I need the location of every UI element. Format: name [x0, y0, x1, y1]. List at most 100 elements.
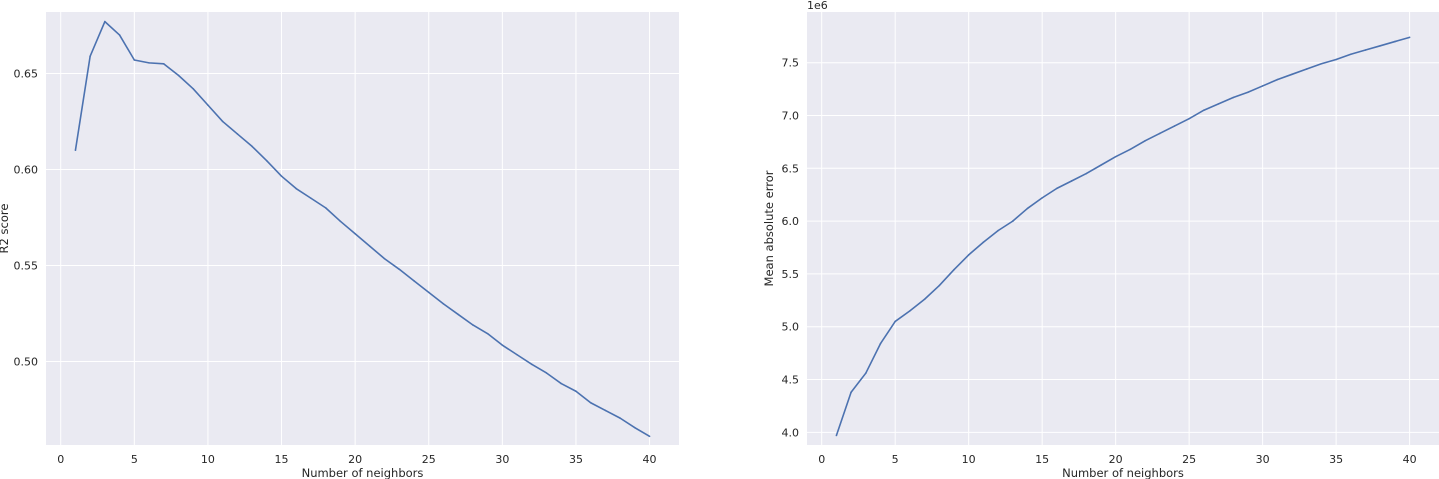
data-point — [1173, 125, 1176, 127]
x-tick-label: 10 — [962, 453, 976, 466]
data-point — [1305, 68, 1308, 70]
data-point — [442, 303, 445, 305]
x-tick-label: 5 — [892, 453, 899, 466]
data-point — [1041, 197, 1043, 199]
y-tick-label: 7.5 — [782, 57, 800, 70]
y-tick-label: 0.55 — [14, 259, 39, 272]
y-tick-label: 6.0 — [782, 215, 800, 228]
data-point — [850, 391, 852, 393]
data-point — [324, 207, 327, 209]
data-point — [835, 434, 838, 437]
data-point — [1144, 140, 1146, 142]
data-point — [236, 133, 239, 135]
data-point — [894, 320, 896, 323]
y-tick-label: 0.65 — [14, 67, 39, 80]
data-point — [369, 245, 371, 248]
data-point — [339, 220, 342, 223]
y-axis-label: Mean absolute error — [762, 170, 776, 286]
data-point — [104, 20, 106, 23]
data-point — [1158, 132, 1161, 135]
x-tick-label: 20 — [348, 453, 362, 466]
data-point — [1379, 44, 1382, 47]
data-point — [1056, 187, 1058, 190]
data-point — [1114, 155, 1117, 158]
data-point — [1320, 62, 1323, 65]
x-tick-label: 0 — [57, 453, 64, 466]
data-point — [1026, 207, 1029, 210]
data-point — [967, 254, 970, 256]
x-tick-label: 15 — [275, 453, 289, 466]
x-tick-label: 35 — [569, 453, 583, 466]
x-tick-label: 15 — [1035, 453, 1049, 466]
data-point — [982, 241, 985, 244]
data-point — [1188, 117, 1190, 120]
series-line — [74, 20, 650, 438]
x-tick-label: 30 — [1256, 453, 1270, 466]
data-point — [501, 344, 504, 346]
data-point — [1217, 103, 1220, 105]
data-point — [909, 310, 911, 312]
data-point — [148, 62, 150, 64]
data-point — [648, 435, 651, 438]
data-point — [1011, 220, 1014, 222]
chart-panel-1: 0 5 10 15 20 25 30 35 40 0.50 0.55 0.60 0.65 Number o… — [0, 12, 679, 479]
data-point — [864, 372, 867, 374]
data-point — [1276, 78, 1279, 81]
data-point — [1203, 109, 1205, 112]
y-axis-label: R2 score — [0, 204, 11, 254]
data-point — [589, 401, 592, 404]
data-point — [266, 160, 268, 162]
data-point — [1247, 91, 1249, 94]
data-point — [619, 417, 621, 419]
data-point — [457, 313, 459, 316]
data-point — [1129, 148, 1132, 151]
x-tick-label: 40 — [643, 453, 657, 466]
data-point — [221, 120, 224, 123]
x-tick-label: 30 — [495, 453, 509, 466]
data-point — [89, 55, 91, 57]
y-tick-label: 4.0 — [782, 426, 800, 439]
data-point — [997, 229, 999, 232]
data-point — [575, 390, 577, 393]
data-point — [280, 175, 283, 177]
series-line — [835, 36, 1410, 436]
x-tick-label: 0 — [818, 453, 825, 466]
data-point — [1394, 40, 1396, 43]
data-point — [634, 426, 636, 429]
chart-panel-2: 0 5 10 15 20 25 30 35 40 4.0 4.5 5.0 5.5 6.0 6.5 7.0 7.5… — [762, 0, 1439, 479]
x-tick-label: 35 — [1329, 453, 1343, 466]
plot-area — [46, 12, 679, 445]
x-tick-label: 10 — [201, 453, 215, 466]
data-point — [1350, 53, 1352, 56]
data-point — [1100, 164, 1102, 166]
x-tick-label: 25 — [1182, 453, 1196, 466]
axis-offset-text: 1e6 — [807, 0, 828, 12]
data-point — [516, 353, 518, 356]
y-tick-label: 5.0 — [782, 321, 800, 334]
data-point — [354, 232, 356, 235]
data-point — [162, 63, 165, 65]
data-point — [1408, 36, 1411, 39]
data-point — [133, 59, 136, 61]
data-point — [118, 34, 121, 36]
data-point — [1070, 180, 1073, 182]
data-point — [177, 74, 180, 77]
plot-area — [807, 12, 1439, 445]
data-point — [1261, 85, 1264, 87]
x-axis-label: Number of neighbors — [1062, 466, 1184, 479]
data-point — [1364, 49, 1367, 51]
data-point — [251, 145, 253, 148]
data-point — [383, 257, 386, 260]
y-tick-label: 0.60 — [14, 163, 39, 176]
y-tick-label: 0.50 — [14, 355, 39, 368]
data-point — [1085, 172, 1088, 175]
data-point — [1232, 96, 1235, 99]
data-point — [923, 298, 926, 301]
data-point — [486, 332, 489, 335]
data-point — [1335, 58, 1337, 61]
data-point — [953, 268, 955, 271]
data-point — [879, 342, 882, 345]
data-point — [427, 291, 430, 294]
x-tick-label: 25 — [422, 453, 436, 466]
